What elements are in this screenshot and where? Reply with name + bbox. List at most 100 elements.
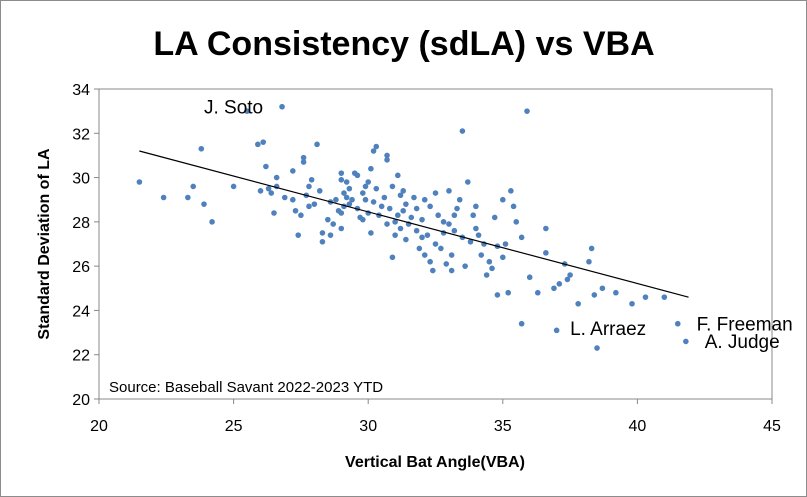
data-point <box>443 261 450 267</box>
chart-title: LA Consistency (sdLA) vs VBA <box>153 25 654 63</box>
data-point <box>683 338 689 345</box>
data-point <box>419 234 425 241</box>
data-point <box>613 289 619 296</box>
data-point <box>413 227 420 234</box>
data-point <box>513 219 520 225</box>
data-point <box>508 188 514 194</box>
y-tick-label: 28 <box>72 215 90 232</box>
data-point <box>306 203 312 210</box>
data-point <box>400 207 406 214</box>
data-point <box>306 183 312 190</box>
data-point <box>500 254 506 261</box>
x-axis-title: Vertical Bat Angle(VBA) <box>345 454 525 471</box>
data-point <box>338 210 345 216</box>
data-point <box>661 294 668 300</box>
data-point <box>524 108 530 114</box>
data-point <box>281 194 288 201</box>
x-tick-label: 25 <box>225 418 243 435</box>
data-point <box>360 216 366 223</box>
data-point <box>543 225 549 232</box>
data-point <box>424 232 431 238</box>
data-point <box>500 196 506 203</box>
data-point <box>230 183 237 190</box>
data-point <box>411 194 417 201</box>
data-point <box>300 154 307 161</box>
data-point <box>588 245 595 252</box>
data-point <box>553 327 560 334</box>
x-tick-label: 45 <box>763 418 781 435</box>
data-point <box>599 285 606 292</box>
data-point <box>470 212 476 219</box>
data-point <box>543 250 549 256</box>
data-point <box>300 159 307 165</box>
annotation-label: J. Soto <box>204 97 263 118</box>
data-point <box>279 103 285 110</box>
data-point <box>160 194 167 201</box>
data-point <box>475 232 482 238</box>
data-point <box>185 194 191 201</box>
x-tick-label: 35 <box>494 418 512 435</box>
data-point <box>403 201 409 207</box>
data-point <box>190 183 197 190</box>
data-point <box>440 219 447 225</box>
data-point <box>427 258 433 265</box>
data-point <box>370 148 377 154</box>
data-point <box>465 179 471 185</box>
data-point <box>408 214 415 221</box>
data-point <box>430 267 436 274</box>
data-point <box>491 214 498 221</box>
data-point <box>421 252 428 258</box>
data-point <box>263 163 269 170</box>
data-point <box>308 176 315 183</box>
data-point <box>392 219 398 225</box>
x-tick-label: 20 <box>90 418 108 435</box>
data-point <box>413 205 420 212</box>
data-point <box>419 216 425 223</box>
data-point <box>594 345 600 351</box>
data-point <box>198 145 205 152</box>
data-point <box>362 196 369 203</box>
data-point <box>346 185 353 192</box>
data-point <box>486 258 493 265</box>
data-point <box>338 170 345 176</box>
data-point <box>403 236 409 243</box>
data-point <box>314 141 320 148</box>
data-point <box>556 281 563 287</box>
data-point <box>427 203 433 210</box>
data-point <box>370 199 377 205</box>
data-point <box>346 201 353 207</box>
data-point <box>295 232 302 238</box>
data-point <box>255 141 261 148</box>
y-tick-label: 24 <box>72 303 90 320</box>
data-point <box>257 188 264 194</box>
data-point <box>397 192 404 199</box>
data-point <box>373 185 380 192</box>
y-tick-label: 22 <box>72 348 90 365</box>
x-tick-label: 40 <box>629 418 647 435</box>
data-point <box>273 174 280 181</box>
data-point <box>473 225 479 232</box>
data-point <box>438 245 444 252</box>
data-point <box>518 234 525 241</box>
y-tick-label: 26 <box>72 259 90 276</box>
data-point <box>518 320 525 327</box>
data-point <box>629 300 635 307</box>
data-point <box>136 179 143 185</box>
data-point <box>209 219 215 225</box>
data-point <box>462 263 468 269</box>
data-point <box>446 188 452 194</box>
data-point <box>386 205 393 212</box>
data-point <box>244 108 250 114</box>
data-point <box>395 172 401 179</box>
data-point <box>591 292 598 298</box>
annotation-label: A. Judge <box>705 332 780 353</box>
data-point <box>473 203 479 210</box>
data-point <box>389 254 396 261</box>
data-point <box>448 252 455 258</box>
data-point <box>586 258 592 265</box>
data-point <box>330 221 337 227</box>
data-point <box>392 232 398 238</box>
data-point <box>373 143 380 150</box>
